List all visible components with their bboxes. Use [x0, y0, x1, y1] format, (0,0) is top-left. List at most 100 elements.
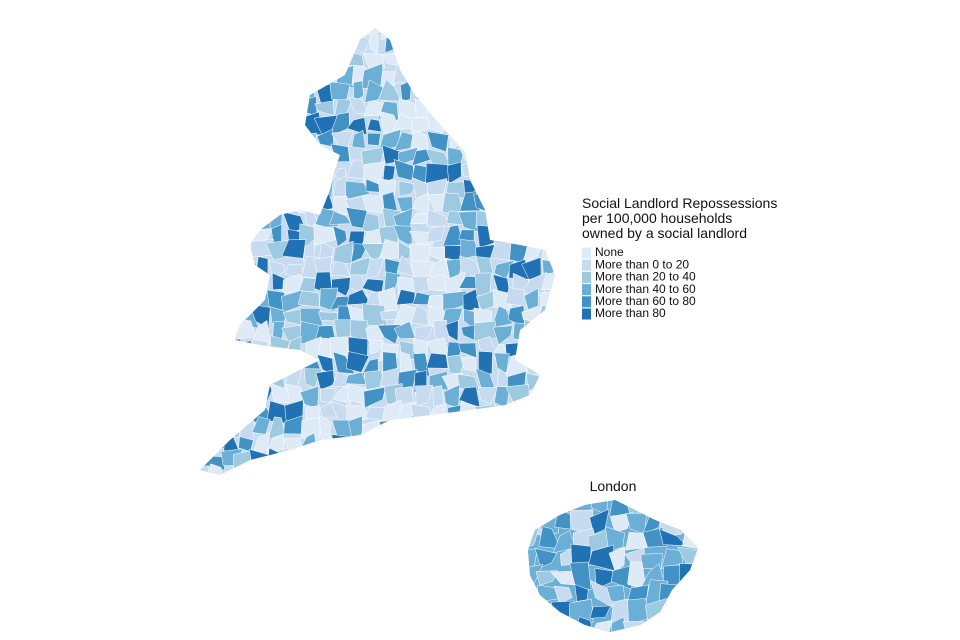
region [458, 342, 477, 359]
region [251, 99, 273, 117]
region [332, 225, 348, 248]
region [200, 383, 207, 402]
region [541, 447, 555, 470]
region [233, 401, 255, 423]
region [331, 434, 354, 455]
region [660, 635, 684, 640]
region [430, 94, 448, 117]
region [512, 322, 530, 342]
region [526, 486, 544, 499]
region [553, 241, 555, 259]
region [494, 352, 510, 375]
region [207, 129, 225, 153]
region [313, 160, 333, 182]
region [541, 182, 555, 202]
region [457, 417, 482, 441]
region [539, 432, 555, 455]
region [409, 243, 431, 265]
region [521, 335, 546, 352]
region [426, 352, 449, 369]
region [217, 114, 241, 134]
region [367, 132, 381, 146]
region [480, 436, 498, 455]
region [266, 160, 283, 181]
region [225, 483, 236, 505]
region [305, 179, 321, 199]
region [551, 616, 570, 632]
region [281, 130, 306, 147]
region [521, 209, 543, 231]
region [477, 450, 498, 471]
legend-title: owned by a social landlord [582, 225, 747, 241]
region [536, 619, 559, 632]
region [556, 288, 578, 306]
region [460, 480, 481, 500]
region [539, 351, 555, 377]
region [426, 463, 448, 475]
region [522, 47, 540, 71]
region [522, 465, 544, 475]
region [200, 99, 206, 113]
region [269, 98, 287, 115]
region [508, 414, 527, 440]
region [200, 161, 210, 185]
region [264, 71, 289, 87]
region [220, 306, 240, 327]
region [266, 79, 288, 100]
region [554, 271, 555, 294]
region [504, 436, 528, 450]
region [205, 241, 226, 263]
region [589, 605, 612, 619]
region [367, 482, 386, 497]
region [489, 81, 515, 104]
london-map [528, 490, 723, 640]
region [461, 48, 480, 68]
region [553, 585, 573, 605]
region [541, 112, 555, 137]
region [494, 181, 514, 201]
region [557, 367, 572, 391]
region [446, 47, 466, 70]
region [329, 81, 351, 102]
region [254, 191, 275, 215]
region [489, 112, 513, 137]
region [249, 176, 275, 199]
region [415, 385, 434, 407]
region [300, 417, 322, 440]
region [476, 415, 498, 435]
region [252, 31, 274, 56]
region [552, 95, 555, 118]
region [410, 403, 431, 424]
region [559, 260, 576, 277]
region [203, 224, 227, 245]
region [535, 500, 555, 512]
region [658, 601, 688, 627]
region [252, 484, 270, 500]
region [558, 320, 576, 341]
region [317, 453, 338, 472]
region [679, 563, 698, 585]
legend-label: More than 20 to 40 [595, 270, 696, 284]
region [333, 466, 353, 475]
region [299, 52, 319, 69]
legend-title: per 100,000 households [582, 210, 732, 226]
region [217, 384, 243, 408]
region [200, 419, 210, 437]
region [505, 53, 531, 70]
region [528, 618, 543, 632]
region [219, 368, 242, 391]
region [265, 175, 288, 197]
region [265, 463, 290, 475]
region [493, 416, 515, 439]
region [704, 490, 723, 516]
region [609, 500, 631, 517]
region [458, 112, 482, 135]
region [490, 28, 511, 39]
region [553, 434, 555, 455]
region [570, 543, 592, 567]
region [506, 402, 531, 419]
region [540, 416, 555, 440]
region [538, 468, 555, 475]
region [542, 196, 555, 215]
region [523, 287, 539, 311]
